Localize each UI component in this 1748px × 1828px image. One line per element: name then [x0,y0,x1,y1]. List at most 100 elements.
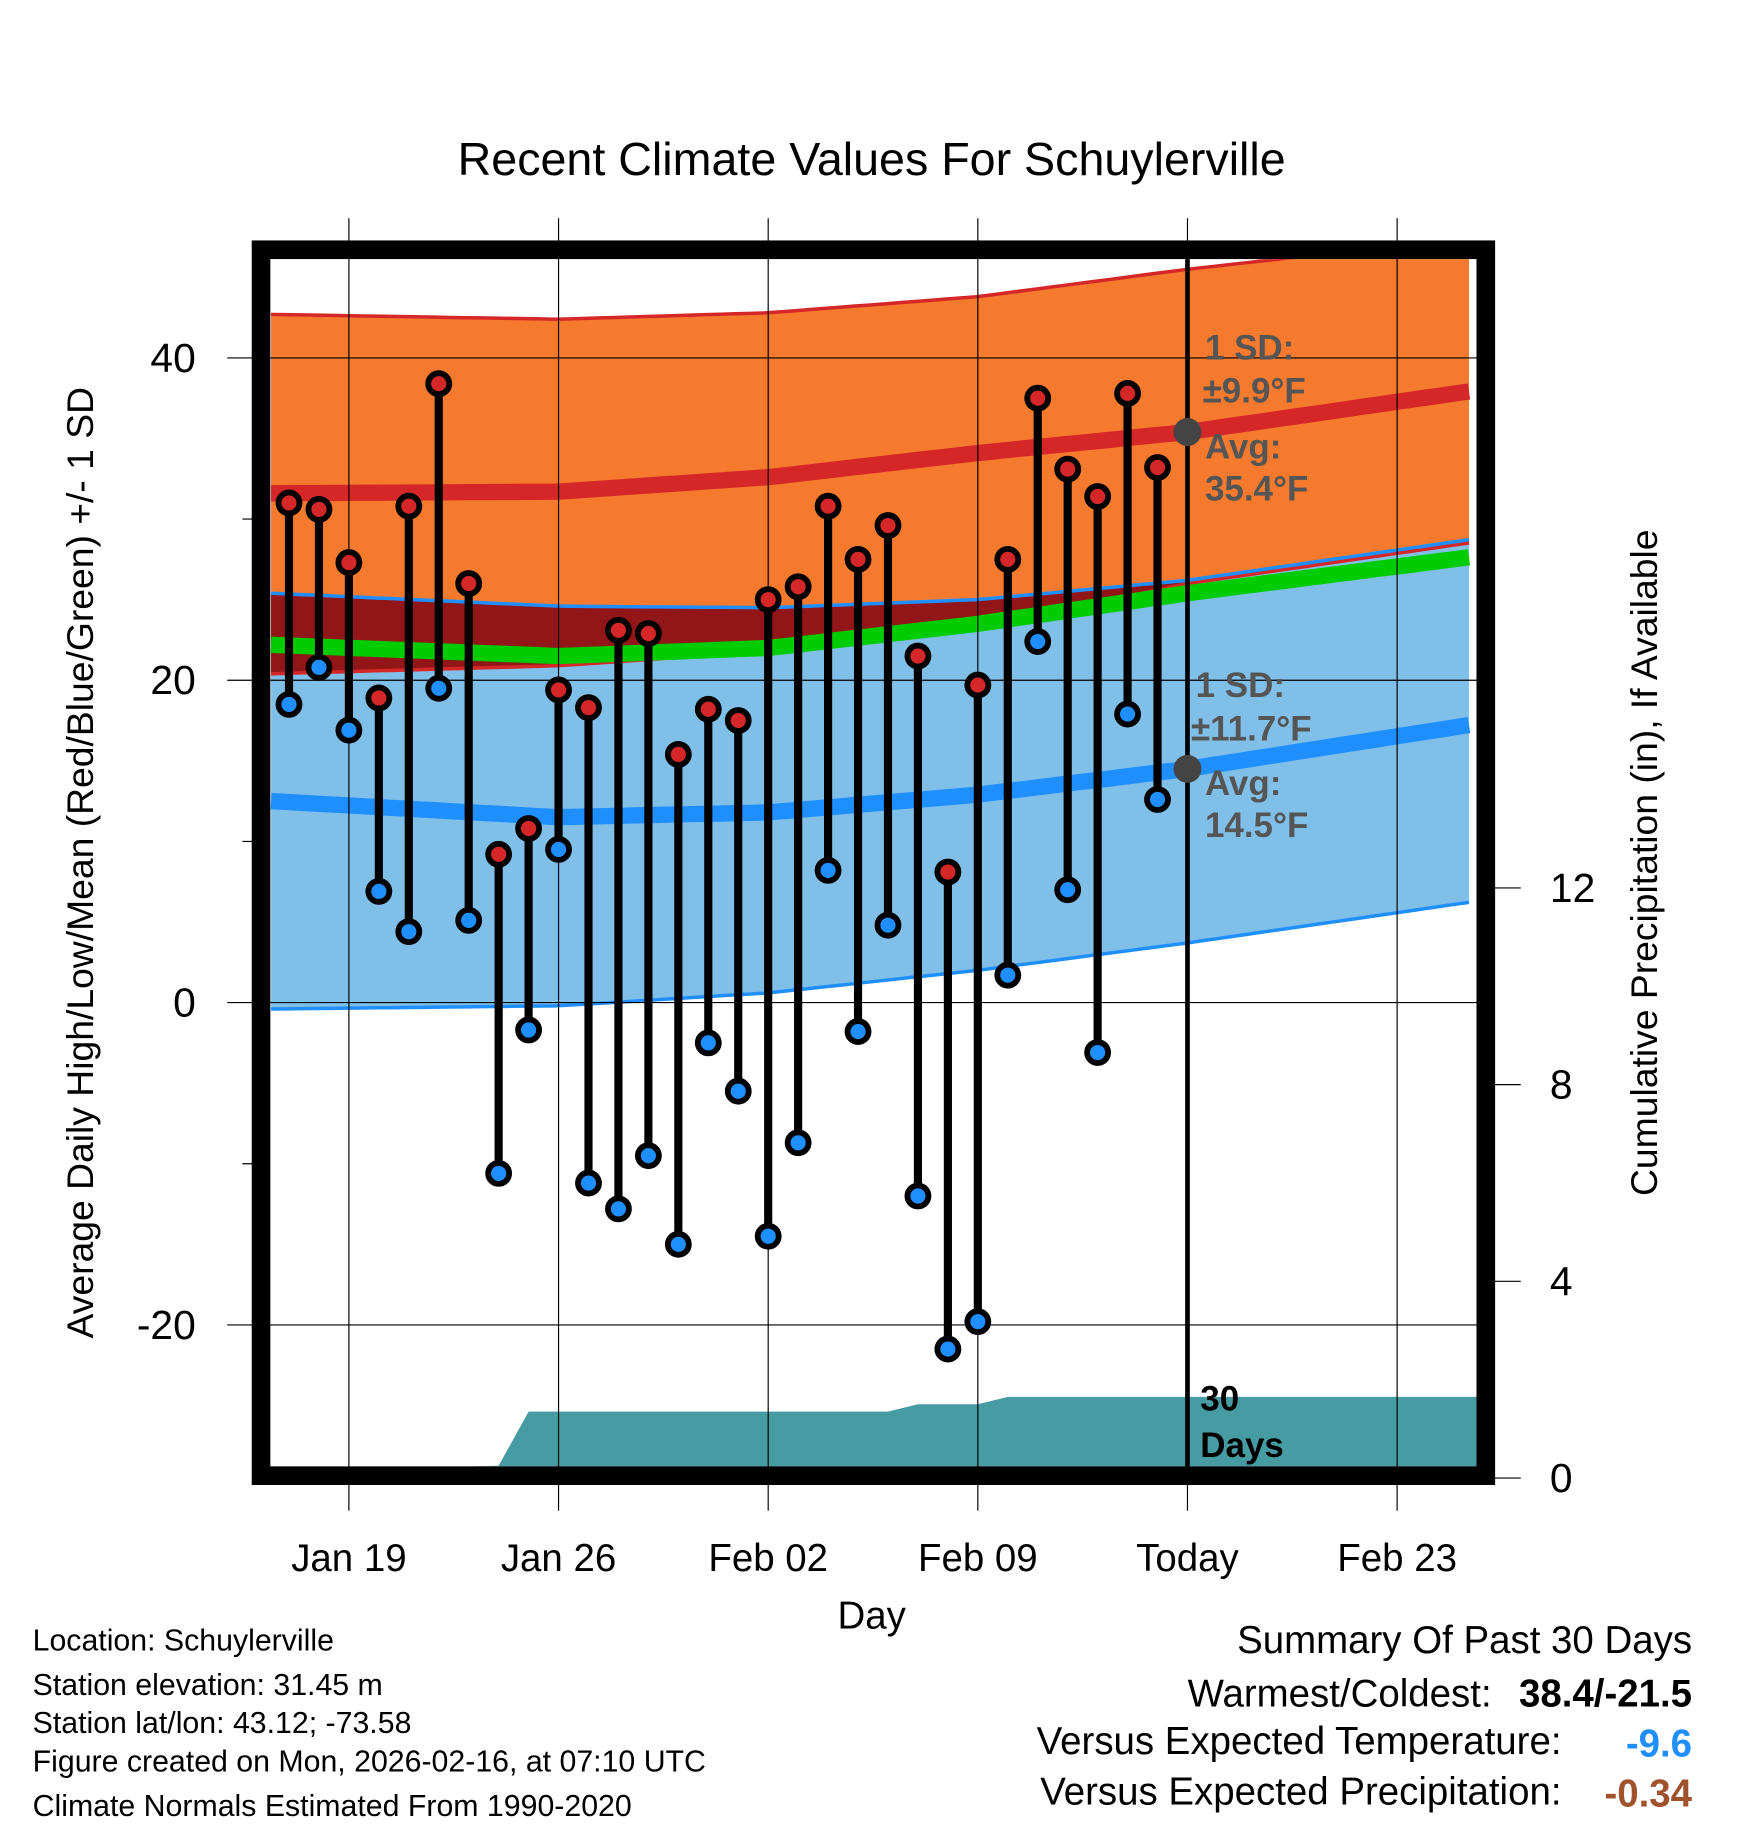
daily-high-point [395,492,423,520]
daily-high-point [904,642,932,670]
daily-low-point [515,1016,542,1044]
daily-high-point [335,549,363,576]
y-axis-label: Average Daily High/Low/Mean (Red/Blue/Gr… [59,387,101,1338]
footer-normals: Climate Normals Estimated From 1990-2020 [33,1790,632,1823]
plot-frame [251,240,1496,1486]
daily-low-point [1114,700,1141,728]
daily-high-point [1144,454,1171,481]
high-avg-value: 35.4°F [1205,469,1308,508]
high-upper-line [271,259,1295,321]
daily-high-point [934,858,962,886]
daily-low-point [1054,876,1082,904]
precip-area [477,1396,1477,1467]
daily-high-point [994,545,1022,573]
daily-low-point [1024,628,1052,655]
daily-low-point [784,1129,812,1157]
today-high-avg-marker [1173,418,1202,447]
footer-created: Figure created on Mon, 2026-02-16, at 07… [33,1746,706,1779]
footer-elevation: Station elevation: 31.45 m [33,1669,383,1702]
daily-high-point [1054,455,1082,483]
daily-high-point [605,616,632,644]
daily-low-point [1084,1039,1112,1066]
daily-high-point [844,545,872,573]
daily-high-point [814,492,842,520]
daily-high-point [754,586,782,614]
y2-tick-label: 4 [1550,1258,1573,1304]
daily-high-point [1084,483,1112,510]
x-tick-label: Feb 09 [918,1537,1038,1580]
x-tick-label: Jan 26 [501,1537,616,1580]
sd-overlap-band [271,539,1470,674]
daily-high-point [1024,384,1052,412]
daily-high-point [664,740,692,768]
daily-high-point [964,671,992,699]
daily-high-point [425,370,453,398]
daily-low-point [335,716,363,744]
low-avg-value: 14.5°F [1205,806,1308,845]
temp-vs-expected-value: -9.6 [1626,1723,1692,1766]
daily-high-point [515,815,542,842]
precip-vs-expected-label: Versus Expected Precipitation: [1040,1770,1561,1813]
daily-low-point [365,877,393,905]
high-sd-value: ±9.9°F [1203,371,1306,410]
daily-low-point [605,1195,632,1223]
low-sd-value: ±11.7°F [1191,709,1312,748]
precip-vs-expected-value: -0.34 [1604,1773,1692,1816]
x-tick-label: Feb 23 [1337,1537,1457,1580]
low-lower-line [271,900,1470,1011]
daily-low-point [455,906,483,934]
daily-low-point [724,1077,752,1105]
daily-high-point [694,695,722,723]
daily-low-point [814,857,842,884]
daily-low-point [575,1169,602,1197]
y-tick-label: -20 [137,1302,196,1348]
daily-low-point [904,1182,932,1210]
daily-low-point [425,674,453,702]
temp-vs-expected-label: Versus Expected Temperature: [1037,1720,1562,1763]
y2-tick-label: 8 [1550,1062,1573,1108]
y-tick-label: 20 [150,657,195,703]
today-low-avg-marker [1173,754,1202,783]
y-tick-label: 0 [173,980,196,1026]
footer-latlon: Station lat/lon: 43.12; -73.58 [33,1707,412,1740]
daily-low-point [1144,786,1171,813]
daily-low-point [634,1142,662,1170]
days-label-text: Days [1200,1426,1284,1465]
daily-high-point [275,489,303,517]
footer-info: Location: Schuylerville Station elevatio… [33,1624,706,1822]
daily-high-point [874,512,902,539]
daily-low-point [305,653,333,681]
y-tick-label: 40 [150,335,195,381]
daily-low-point [275,691,303,718]
daily-low-point [664,1230,692,1258]
daily-low-point [844,1018,872,1045]
days-label-number: 30 [1200,1379,1239,1418]
x-tick-label: Today [1136,1537,1239,1580]
low-avg-label: Avg: [1205,764,1281,803]
daily-high-point [365,684,393,712]
daily-low-point [874,911,902,939]
high-sd-label: 1 SD: [1205,328,1294,367]
daily-low-point [395,918,423,946]
x-tick-label: Jan 19 [291,1537,406,1580]
warmest-coldest-value: 38.4/-21.5 [1519,1672,1692,1715]
daily-low-point [964,1308,992,1336]
low-sd-label: 1 SD: [1196,666,1285,705]
x-tick-label: Feb 02 [708,1537,828,1580]
daily-high-point [634,620,662,647]
summary-title: Summary Of Past 30 Days [1237,1619,1692,1662]
high-avg-label: Avg: [1205,427,1281,466]
daily-high-point [575,694,602,722]
footer-location: Location: Schuylerville [33,1624,334,1657]
daily-low-point [545,836,572,863]
daily-high-point [724,707,752,734]
chart-title: Recent Climate Values For Schuylerville [458,133,1286,185]
warmest-coldest-label: Warmest/Coldest: [1188,1672,1492,1715]
daily-high-point [455,570,483,597]
daily-high-point [1114,379,1141,407]
daily-low-point [934,1335,962,1363]
y2-axis-label: Cumulative Precipitation (in), If Availa… [1623,529,1665,1196]
daily-low-point [754,1222,782,1250]
